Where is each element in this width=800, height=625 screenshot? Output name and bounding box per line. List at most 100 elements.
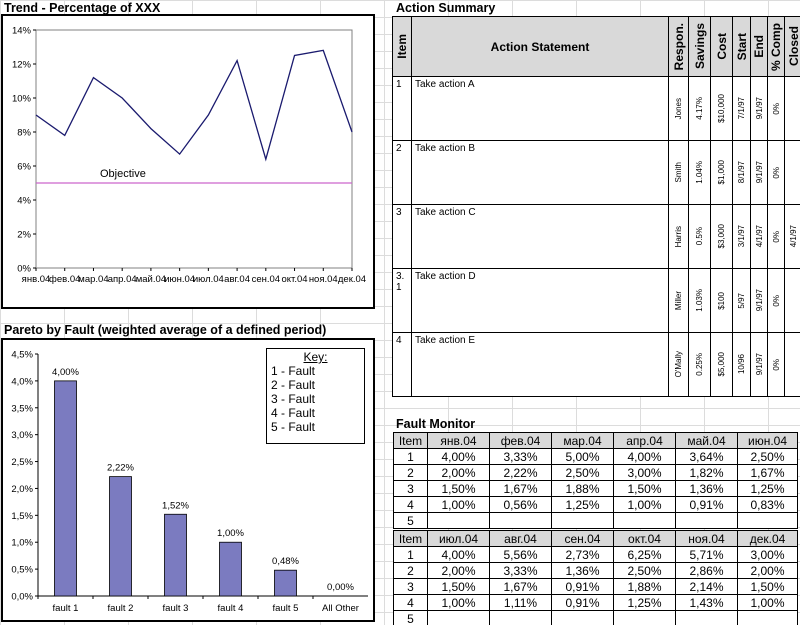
action-respon: Harris: [668, 204, 689, 269]
header-start: Start: [732, 16, 751, 77]
pareto-xtick-label: fault 5: [273, 603, 299, 614]
fm-header-month: июл.04: [427, 530, 490, 547]
pareto-key-legend: Key: 1 - Fault 2 - Fault 3 - Fault 4 - Faul…: [266, 348, 365, 444]
trend-ytick-label: 0%: [17, 264, 31, 275]
action-end: 4/1/97: [750, 204, 768, 269]
fm-row: 3 1,50% 1,67% 0,91% 1,88% 2,14% 1,50%: [393, 578, 798, 595]
pareto-ytick-label: 3,5%: [11, 403, 33, 414]
fault-monitor-table-1: Item янв.04 фев.04 мар.04 апр.04 май.04 июн.04…: [393, 432, 798, 529]
fm-value-cell: [489, 610, 552, 625]
fm-item-cell: 4: [393, 496, 428, 513]
fault-monitor-table-2: Item июл.04 авг.04 сен.04 окт.04 ноя.04 дек.04…: [393, 530, 798, 625]
action-respon: Jones: [668, 76, 689, 141]
action-start: 10/96: [732, 332, 751, 397]
action-comp: 0%: [767, 332, 785, 397]
fm-value-cell: 4,00%: [427, 448, 490, 465]
fm-value-cell: 3,33%: [489, 562, 552, 579]
trend-xtick-label: сен.04: [252, 274, 281, 285]
objective-label: Objective: [100, 168, 146, 180]
trend-title: Trend - Percentage of XXX: [4, 1, 161, 15]
action-cost: $100: [710, 268, 733, 333]
fm-value-cell: [489, 512, 552, 529]
fm-value-cell: 1,25%: [551, 496, 614, 513]
key-items: 1 - Fault 2 - Fault 3 - Fault 4 - Fault 5 - …: [271, 364, 360, 434]
action-item: 2: [392, 140, 412, 205]
fm-value-cell: 1,25%: [613, 594, 676, 611]
fm-row: 4 1,00% 0,56% 1,25% 1,00% 0,91% 0,83%: [393, 496, 798, 513]
pareto-data-label: 0,00%: [327, 582, 354, 593]
fm-value-cell: [551, 512, 614, 529]
action-statement: Take action A: [411, 76, 669, 141]
action-savings: 1.04%: [688, 140, 711, 205]
action-closed: [784, 76, 800, 141]
fm-value-cell: 1,82%: [675, 464, 738, 481]
trend-ytick-label: 10%: [12, 94, 32, 105]
key-item: 4 - Fault: [271, 406, 316, 420]
fm-header-item: Item: [393, 432, 428, 449]
fm-row: 2 2,00% 2,22% 2,50% 3,00% 1,82% 1,67%: [393, 464, 798, 481]
fm-item-cell: 5: [393, 512, 428, 529]
fault-monitor-title: Fault Monitor: [396, 417, 476, 431]
pareto-xtick-label: fault 1: [53, 603, 79, 614]
pareto-ytick-label: 4,0%: [11, 376, 33, 387]
pareto-bar: [274, 569, 297, 597]
fm-value-cell: 1,36%: [551, 562, 614, 579]
fm-value-cell: 0,91%: [551, 578, 614, 595]
fm-value-cell: 2,50%: [613, 562, 676, 579]
header-item: Item: [392, 16, 412, 77]
action-statement: Take action B: [411, 140, 669, 205]
fm-value-cell: 3,33%: [489, 448, 552, 465]
fm-value-cell: 1,50%: [737, 578, 798, 595]
action-end: 9/1/97: [750, 268, 768, 333]
fm-value-cell: 3,00%: [737, 546, 798, 563]
action-start: 5/97: [732, 268, 751, 333]
pareto-data-label: 0,48%: [272, 556, 299, 567]
fm-row: 1 4,00% 5,56% 2,73% 6,25% 5,71% 3,00%: [393, 546, 798, 563]
pareto-ytick-label: 4,5%: [11, 350, 33, 361]
trend-plot-area: [35, 29, 353, 269]
fm-value-cell: [737, 610, 798, 625]
fm-value-cell: 1,36%: [675, 480, 738, 497]
fm-value-cell: 1,88%: [551, 480, 614, 497]
action-respon: O'Mally: [668, 332, 689, 397]
fm-item-cell: 5: [393, 610, 428, 625]
fm-value-cell: 2,00%: [737, 562, 798, 579]
trend-xtick-label: июн.04: [164, 274, 195, 285]
pareto-xtick-label: fault 2: [108, 603, 134, 614]
header-closed: Closed: [784, 16, 800, 77]
trend-xtick-label: июл.04: [193, 274, 224, 285]
fm-value-cell: 3,64%: [675, 448, 738, 465]
pareto-bar: [164, 513, 187, 597]
fm-value-cell: 1,67%: [489, 480, 552, 497]
header-cost: Cost: [710, 16, 733, 77]
fm-row: 5: [393, 512, 798, 529]
pareto-ytick-label: 1,5%: [11, 511, 33, 522]
action-closed: [784, 332, 800, 397]
action-start: 8/1/97: [732, 140, 751, 205]
fm-value-cell: 2,50%: [551, 464, 614, 481]
pareto-bar: [219, 541, 242, 597]
fm-header-month: авг.04: [489, 530, 552, 547]
key-item: 2 - Fault: [271, 378, 316, 392]
pareto-data-label: 4,00%: [52, 367, 79, 378]
fm-row: 3 1,50% 1,67% 1,88% 1,50% 1,36% 1,25%: [393, 480, 798, 497]
action-row: 3 Take action C Harris 0.5% $3,000 3/1/97 4/1/…: [392, 204, 800, 269]
fm-value-cell: [737, 512, 798, 529]
fm-header-month: дек.04: [737, 530, 798, 547]
key-title: Key:: [303, 350, 328, 364]
fm-header-month: фев.04: [489, 432, 552, 449]
fm-value-cell: [551, 610, 614, 625]
key-item: 5 - Fault: [271, 420, 316, 434]
action-statement: Take action C: [411, 204, 669, 269]
fm-value-cell: 2,50%: [737, 448, 798, 465]
fm-header-month: янв.04: [427, 432, 490, 449]
action-start: 7/1/97: [732, 76, 751, 141]
pareto-data-label: 1,00%: [217, 528, 244, 539]
fm-header-month: сен.04: [551, 530, 614, 547]
fm-row: 4 1,00% 1,11% 0,91% 1,25% 1,43% 1,00%: [393, 594, 798, 611]
fm-value-cell: 1,50%: [613, 480, 676, 497]
fm-value-cell: 1,00%: [427, 496, 490, 513]
pareto-data-label: 1,52%: [162, 500, 189, 511]
trend-ytick-label: 8%: [17, 128, 31, 139]
fault-monitor-block-2: Item июл.04 авг.04 сен.04 окт.04 ноя.04 дек.04…: [393, 530, 798, 625]
